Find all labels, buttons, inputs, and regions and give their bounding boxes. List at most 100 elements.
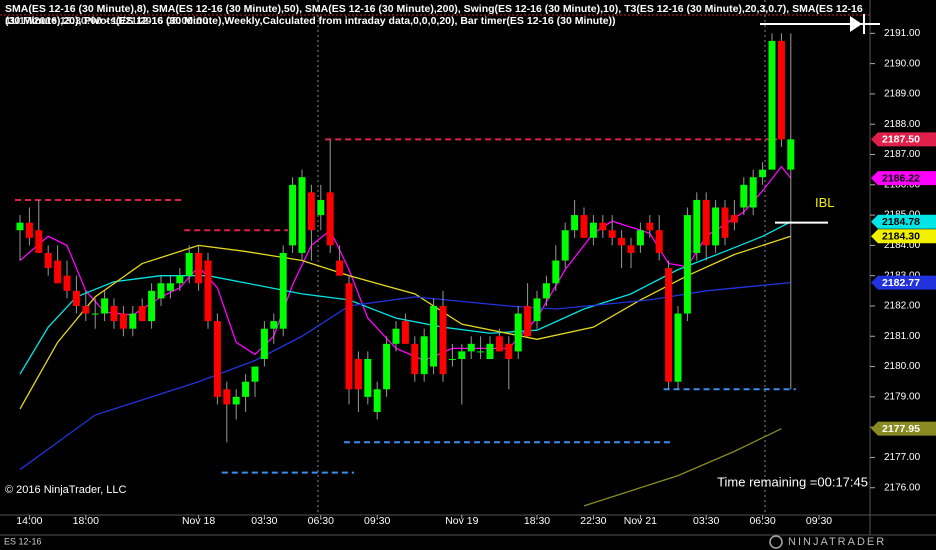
candle-body	[420, 336, 428, 375]
candle-body	[223, 389, 231, 405]
candle-body	[636, 230, 644, 246]
x-tick-label: 18:00	[73, 515, 99, 527]
price-tag-label: 2187.50	[882, 134, 920, 146]
copyright: © 2016 NinjaTrader, LLC	[5, 484, 126, 496]
candle-body	[129, 313, 137, 329]
x-tick-label: 14:00	[16, 515, 42, 527]
price-tag	[871, 171, 936, 186]
candle-body	[298, 177, 306, 253]
candle-body	[655, 230, 663, 253]
candle-body	[749, 177, 757, 208]
candle-body	[317, 199, 325, 216]
price-tag	[871, 214, 936, 229]
candle-body	[270, 321, 278, 329]
y-tick-label: 2180.00	[884, 361, 921, 372]
candle-body	[777, 40, 785, 140]
candle-body	[16, 222, 24, 231]
x-tick-label: 09:30	[364, 515, 390, 527]
x-tick-label: 03:30	[693, 515, 719, 527]
candle-body	[411, 343, 419, 375]
candle-body	[467, 343, 475, 352]
candle-body	[148, 290, 156, 322]
candle-body	[25, 222, 33, 238]
candle-body	[392, 328, 400, 344]
candle-body	[44, 252, 52, 269]
candle-body	[430, 305, 438, 367]
candle-body	[561, 230, 569, 261]
candle-body	[458, 351, 466, 359]
ibl-label: IBL	[815, 195, 835, 210]
price-tag	[871, 275, 936, 290]
price-tag	[871, 229, 936, 244]
candle-body	[54, 260, 62, 284]
candle-body	[533, 298, 541, 322]
candle-body	[740, 184, 748, 208]
brand-logo	[769, 535, 783, 549]
candle-body	[35, 230, 43, 253]
indicator-legend: SMA(ES 12-16 (30 Minute),8), SMA(ES 12-1…	[5, 3, 863, 27]
indicator-line	[583, 428, 782, 507]
y-tick-label: 2176.00	[884, 482, 921, 493]
x-tick-label: Nov 21	[624, 515, 657, 527]
x-tick-label: 03:30	[251, 515, 277, 527]
candle-body	[552, 260, 560, 284]
candle-body	[176, 275, 184, 284]
candle-body	[204, 260, 212, 322]
candle-body	[580, 215, 588, 238]
candle-body	[138, 305, 146, 322]
y-tick-label: 2188.00	[884, 119, 921, 130]
instrument: ES 12-16	[4, 536, 42, 546]
candle-body	[599, 222, 607, 231]
candle-body	[693, 199, 701, 253]
candle-body	[232, 396, 240, 405]
candle-body	[242, 381, 250, 397]
candle-body	[326, 192, 334, 246]
candle-body	[486, 343, 494, 359]
price-tag-label: 2184.30	[882, 231, 920, 243]
candle-body	[336, 260, 344, 276]
price-tag-label: 2177.95	[882, 423, 920, 435]
candle-body	[759, 169, 767, 178]
candle-body	[721, 207, 729, 238]
candle-body	[354, 358, 362, 390]
x-tick-label: 06:30	[308, 515, 334, 527]
candle-body	[448, 358, 456, 360]
candle-body	[495, 336, 503, 352]
candle-body	[101, 298, 109, 314]
candle-body	[646, 222, 654, 231]
y-tick-label: 2181.00	[884, 331, 921, 342]
candle-body	[730, 215, 738, 223]
candle-body	[542, 283, 550, 299]
candle-body	[505, 343, 513, 359]
candle-body	[195, 252, 203, 284]
candle-body	[213, 321, 221, 397]
candle-body	[260, 328, 268, 359]
candle-body	[119, 313, 127, 329]
candle-body	[683, 215, 691, 314]
candle-body	[72, 290, 80, 306]
price-tag	[871, 132, 936, 147]
candle-body	[787, 139, 795, 170]
y-tick-label: 2190.00	[884, 58, 921, 69]
price-tag-label: 2184.78	[882, 216, 920, 228]
candle-body	[627, 245, 635, 253]
price-tag	[871, 421, 936, 436]
candle-body	[712, 207, 720, 246]
candle-body	[251, 366, 259, 382]
candle-body	[166, 283, 174, 291]
candle-body	[608, 230, 616, 238]
candle-body	[82, 305, 90, 314]
candle-body	[401, 321, 409, 344]
candle-body	[289, 184, 297, 246]
candle-body	[345, 283, 353, 390]
indicator-line	[19, 235, 791, 410]
candle-body	[110, 305, 118, 322]
indicator-line	[19, 281, 791, 471]
candle-body	[768, 40, 776, 170]
indicator-line	[19, 221, 792, 375]
y-tick-label: 2182.00	[884, 301, 921, 312]
candle-body	[157, 283, 165, 299]
y-tick-label: 2184.00	[884, 240, 921, 251]
